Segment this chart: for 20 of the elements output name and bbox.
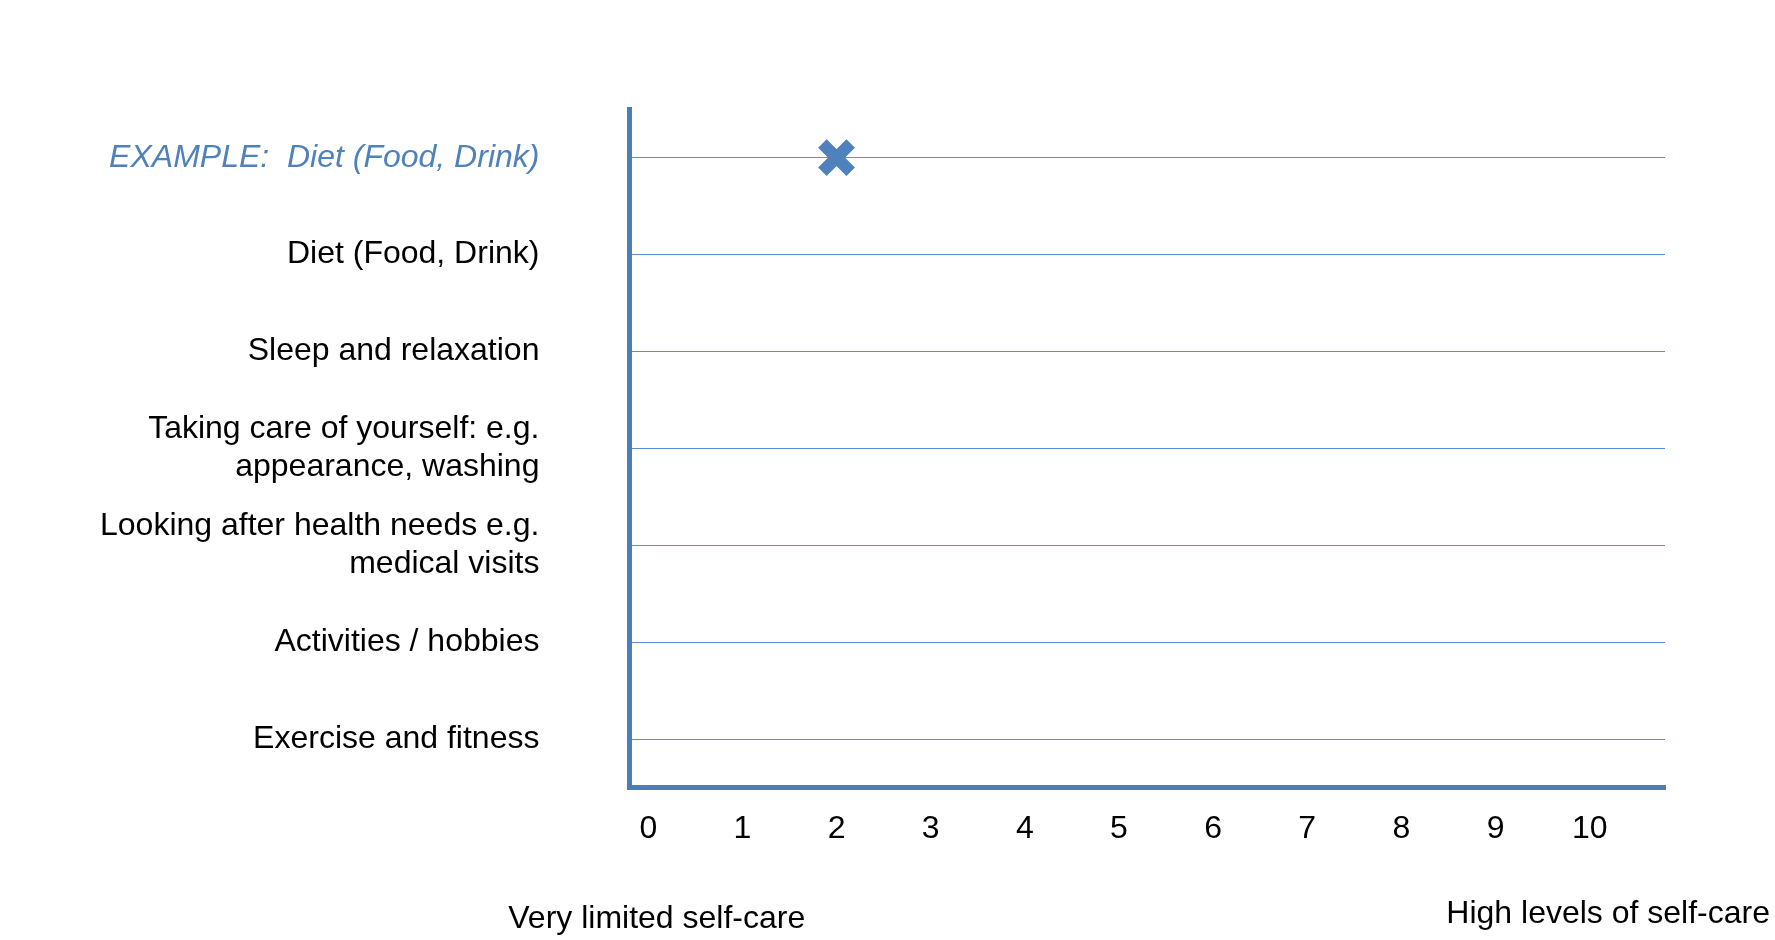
x-tick-label: 8 <box>1392 808 1411 845</box>
x-tick-label: 4 <box>1015 808 1034 845</box>
x-tick-label: 2 <box>827 808 846 845</box>
x-tick-label: 6 <box>1204 808 1223 845</box>
x-tick-label: 1 <box>733 808 752 845</box>
y-tick-label: Taking care of yourself: e.g. appearance, washing <box>148 409 540 484</box>
x-tick-label: 3 <box>921 808 940 845</box>
x-tick-label: 9 <box>1486 808 1505 845</box>
y-tick-label: Diet (Food, Drink) <box>286 234 540 271</box>
text: Very limited self-care <box>508 898 806 935</box>
x-tick-label: 0 <box>639 808 658 845</box>
y-tick-label: EXAMPLE: Diet (Food, Drink) <box>109 137 540 174</box>
y-tick-label: Sleep and relaxation <box>247 331 540 368</box>
y-tick-label: Activities / hobbies <box>274 622 540 659</box>
x-tick-label: 7 <box>1298 808 1317 845</box>
text: High levels of self-care <box>1446 893 1770 930</box>
y-tick-label: Looking after health needs e.g. medical visits <box>100 505 540 581</box>
y-tick-label: Exercise and fitness <box>253 718 540 755</box>
x-tick-label: 5 <box>1110 808 1128 845</box>
x-tick-label: 10 <box>1571 808 1608 845</box>
